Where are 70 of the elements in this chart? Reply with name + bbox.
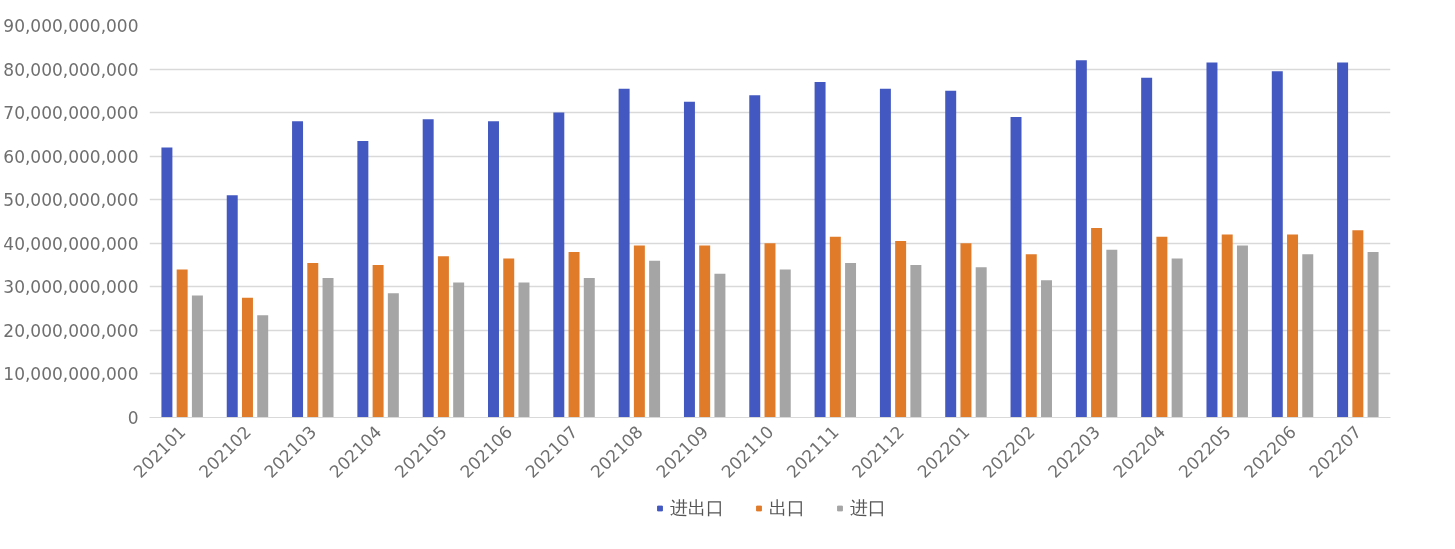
y-tick-label: 90,000,000,000	[3, 16, 139, 36]
bar	[488, 121, 499, 418]
y-tick-label: 70,000,000,000	[3, 103, 139, 124]
bar	[879, 88, 891, 418]
bar	[779, 269, 791, 418]
y-tick-label: 40,000,000,000	[3, 233, 139, 254]
bar	[714, 273, 726, 418]
bar	[387, 293, 399, 418]
bar	[257, 315, 269, 418]
y-tick-label: 50,000,000,000	[3, 190, 139, 211]
bar	[437, 256, 449, 418]
bar	[814, 82, 826, 418]
bar	[322, 278, 334, 418]
bar	[176, 269, 188, 418]
bar	[161, 147, 173, 418]
bar	[357, 140, 369, 418]
y-tick-label: 30,000,000,000	[3, 277, 139, 298]
bar	[1041, 280, 1052, 418]
bar	[1171, 258, 1183, 418]
bar	[845, 262, 857, 418]
bar	[568, 251, 580, 418]
bar	[1236, 245, 1248, 418]
bar	[226, 195, 238, 418]
bar	[292, 121, 304, 418]
bar	[829, 236, 841, 418]
bar	[518, 282, 530, 418]
y-tick-label: 10,000,000,000	[3, 364, 139, 385]
bar	[1337, 62, 1349, 418]
bar	[1141, 77, 1153, 418]
legend-label: 出口	[769, 496, 805, 520]
y-tick-label: 20,000,000,000	[3, 320, 139, 341]
bar	[633, 245, 645, 418]
bar	[649, 260, 661, 418]
bar	[1156, 236, 1168, 418]
legend-label: 进口	[850, 496, 886, 520]
bar	[1010, 116, 1022, 418]
bar	[372, 265, 384, 418]
bar	[895, 241, 907, 418]
bar	[241, 297, 253, 418]
bar	[583, 278, 595, 418]
y-tick-label: 0	[127, 408, 139, 428]
bar	[945, 90, 957, 418]
bar	[910, 265, 922, 418]
bar	[960, 243, 972, 418]
bar	[503, 258, 515, 418]
bar	[764, 243, 776, 418]
bar	[1206, 62, 1218, 418]
bar	[1352, 230, 1364, 418]
bar	[307, 262, 319, 418]
bar	[453, 282, 465, 418]
bar	[1106, 249, 1118, 418]
bar	[1367, 251, 1379, 418]
y-tick-label: 80,000,000,000	[3, 59, 139, 80]
bar	[975, 267, 987, 418]
bar	[553, 112, 565, 418]
bar	[749, 95, 761, 418]
legend-label: 进出口	[670, 496, 724, 520]
bar	[618, 88, 630, 418]
bar	[1221, 234, 1233, 418]
bar	[191, 295, 203, 418]
bar	[422, 119, 434, 418]
bar	[1025, 254, 1037, 418]
y-tick-label: 60,000,000,000	[3, 146, 139, 167]
bar	[1075, 60, 1087, 418]
bar	[699, 245, 711, 418]
bar	[1091, 228, 1103, 418]
bar	[683, 101, 695, 418]
bar	[1302, 254, 1314, 418]
bar	[1287, 234, 1299, 418]
bar	[1271, 71, 1283, 418]
